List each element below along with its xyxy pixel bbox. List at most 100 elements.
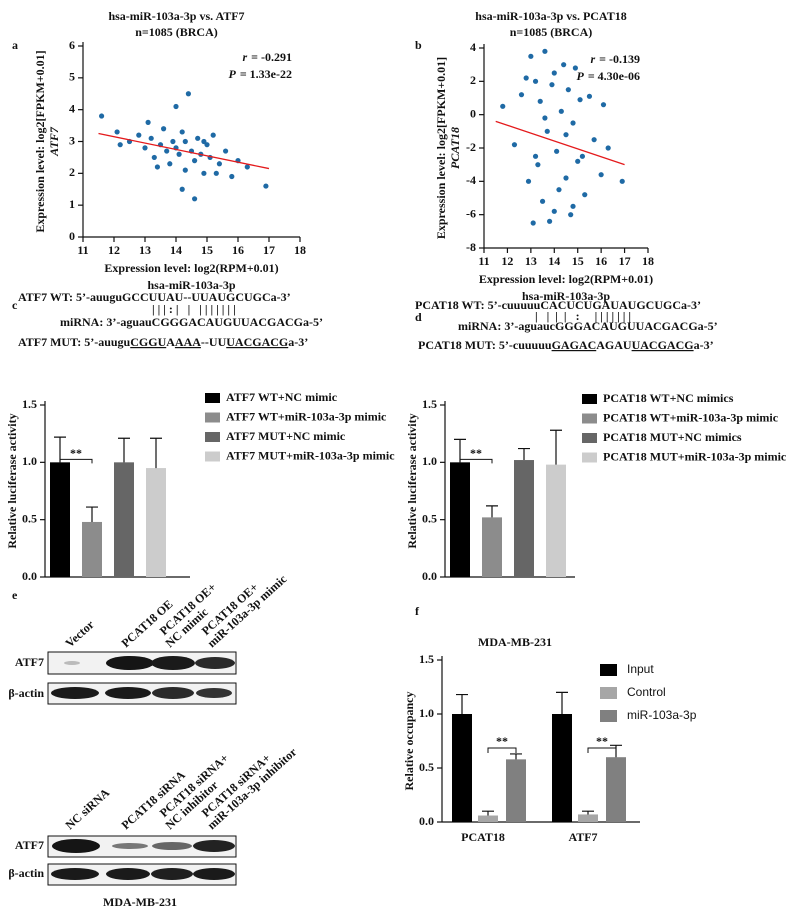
error-bar <box>518 447 530 461</box>
legend-swatch <box>582 452 597 463</box>
bar <box>482 517 502 577</box>
row-label: β-actin <box>8 866 44 880</box>
y-axis-label: Relative luciferase activity <box>5 413 19 548</box>
y-tick-label: 0 <box>69 229 75 243</box>
point <box>142 145 148 151</box>
point <box>201 170 207 176</box>
legend-label: PCAT18 MUT+miR-103a-3p mimic <box>603 449 787 463</box>
point <box>547 218 553 224</box>
sequence-segment: AGAU <box>596 338 632 352</box>
y-tick-label: 1.0 <box>422 454 437 468</box>
blot-band <box>196 688 232 698</box>
x-tick-label: 12 <box>501 254 513 268</box>
point <box>549 82 555 88</box>
stat: r = -0.139 <box>590 52 640 66</box>
panel-letter: c <box>12 298 18 312</box>
sequence-line: ATF7 MUT: 5’-auuguCGGUAAAA--UUUACGACGa-3… <box>18 335 308 349</box>
panel-letter: e <box>12 588 18 602</box>
blot-band <box>152 842 192 850</box>
x-tick-label: 14 <box>548 254 560 268</box>
sequence-segment: GAGAC <box>552 338 597 352</box>
x-tick-label: 12 <box>108 243 120 257</box>
blot-band <box>151 656 195 670</box>
bar <box>146 468 166 577</box>
sequence-segment: | | | | : | | | | | | | <box>535 309 631 323</box>
y-tick-label: 1.0 <box>22 454 37 468</box>
blot-band <box>52 839 100 853</box>
bar <box>506 759 526 822</box>
sequence-segment: PCAT18 WT: 5’-cuuuuuCACUCUGAUAUGCUGCa-3’ <box>415 298 701 312</box>
stat-value: = -0.291 <box>251 50 292 64</box>
point <box>204 142 210 148</box>
error-bar <box>510 753 522 760</box>
x-axis-label: hsa-miR-103a-3p <box>147 278 235 292</box>
sequence-segment: a-3’ <box>694 338 714 352</box>
y-axis-label: Expression level: log2[FPKM+0.01] <box>434 57 448 239</box>
point <box>544 128 550 134</box>
significance-label: ** <box>496 734 508 748</box>
x-tick-label: PCAT18 <box>461 830 505 844</box>
lane-label-line: NC siRNA <box>62 785 112 832</box>
legend-swatch <box>205 432 220 442</box>
point <box>577 97 583 103</box>
blot-band <box>106 656 154 670</box>
sequence-line: PCAT18 WT: 5’-cuuuuuCACUCUGAUAUGCUGCa-3’ <box>415 298 701 312</box>
point <box>537 98 543 104</box>
legend-label: PCAT18 WT+NC mimics <box>603 391 734 405</box>
point <box>117 142 123 148</box>
point <box>619 178 625 184</box>
panel-letter: a <box>12 38 18 52</box>
point <box>182 138 188 145</box>
lane-label: Vector <box>62 617 97 650</box>
sequence-line: miRNA: 3’-aguauCGGGACAUGUUACGACGa-5’ <box>60 315 323 329</box>
legend-label: PCAT18 MUT+NC mimics <box>603 430 742 444</box>
bar <box>114 462 134 577</box>
legend-swatch <box>600 687 617 699</box>
point <box>568 212 574 218</box>
y-tick-label: 0.5 <box>22 511 37 525</box>
x-axis-label: hsa-miR-103a-3p <box>522 289 610 303</box>
legend-swatch <box>582 413 597 424</box>
point <box>216 161 222 167</box>
point <box>556 187 562 193</box>
point <box>605 145 611 151</box>
point <box>572 65 578 71</box>
point <box>551 70 557 76</box>
x-tick-label: 15 <box>572 254 584 268</box>
y-tick-label: 1.5 <box>22 397 37 411</box>
lane-label-line: Vector <box>62 617 97 650</box>
legend-label: ATF7 WT+NC mimic <box>226 390 338 404</box>
bar <box>546 464 566 577</box>
stat: P = 4.30e-06 <box>576 69 640 83</box>
legend-swatch <box>600 664 617 676</box>
x-tick-label: 16 <box>595 254 607 268</box>
y-tick-label: -2 <box>466 140 476 154</box>
error-bar <box>54 436 66 463</box>
legend-label: Control <box>627 685 666 699</box>
point <box>561 62 567 68</box>
point <box>511 142 518 148</box>
blot-band <box>151 868 193 880</box>
sequence-segment: UACGACG <box>226 335 288 349</box>
legend-swatch <box>582 433 597 443</box>
y-axis-label: PCAT18 <box>448 127 462 169</box>
bar <box>450 462 470 577</box>
error-bar <box>582 810 594 815</box>
x-axis-label: Expression level: log2(RPM+0.01) <box>479 272 653 286</box>
y-axis-label: Relative occupancy <box>402 692 416 791</box>
blot-band <box>105 687 151 699</box>
stat-value: = -0.139 <box>599 52 640 66</box>
legend-swatch <box>600 710 617 722</box>
legend-label: miR-103a-3p <box>627 708 697 722</box>
significance-label: ** <box>70 446 82 460</box>
point <box>170 138 176 145</box>
x-tick-label: 18 <box>294 243 306 257</box>
y-axis-label: ATF7 <box>47 126 61 157</box>
significance-bracket <box>487 747 517 753</box>
sequence-segment: | | | : | | | | | | | | | <box>152 302 236 316</box>
chart-title: hsa-miR-103a-3p vs. PCAT18 <box>475 9 626 23</box>
legend-label: ATF7 WT+miR-103a-3p mimic <box>226 409 387 423</box>
y-tick-label: 1 <box>69 197 75 211</box>
sequence-line: miRNA: 3’-aguaucGGGACAUGUUACGACGa-5’ <box>458 319 718 333</box>
